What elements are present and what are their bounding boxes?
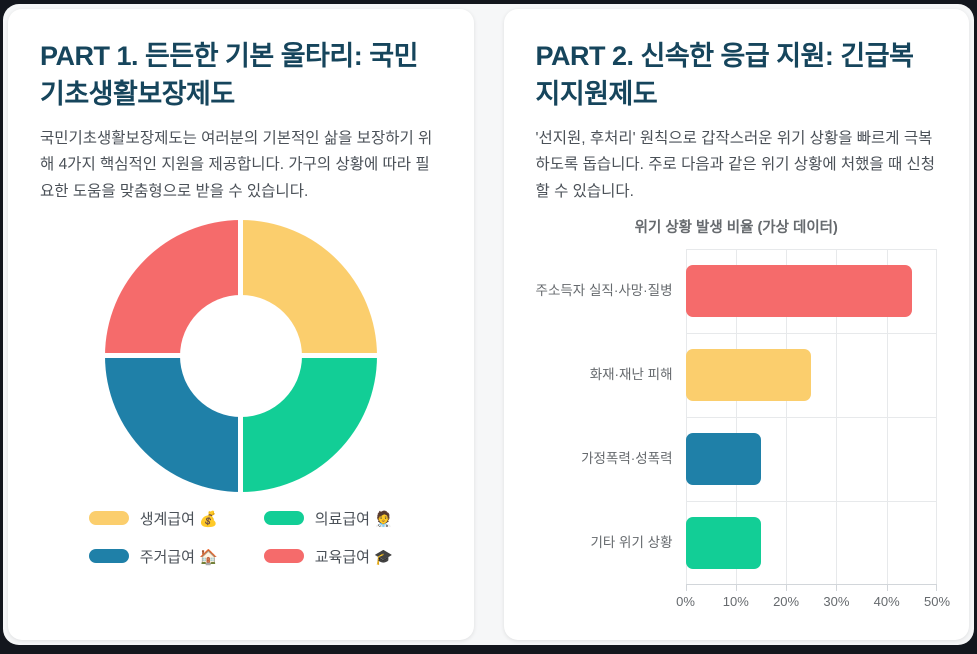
card-part2: PART 2. 신속한 응급 지원: 긴급복지지원제도 '선지원, 후처리' 원… [503,9,969,640]
bar-category-label: 가정폭력·성폭력 [581,450,673,466]
bar-category-label: 주소득자 실직·사망·질병 [535,282,673,298]
legend-label: 주거급여 🏠 [139,548,218,566]
page-background: PART 1. 든든한 기본 울타리: 국민기초생활보장제도 국민기초생활보장제… [3,4,974,645]
bar-x-axis: 0% 10% 20% 30% 40% 50% [676,584,950,617]
x-tick-mark [735,584,737,591]
legend-row-1: 생계급여 💰 의료급여 🧑‍⚕️ [88,508,393,529]
part2-title: PART 2. 신속한 응급 지원: 긴급복지지원제도 [535,41,914,110]
bar-row: 화재·재난 피해 [536,332,937,417]
x-tick-mark [786,584,788,591]
bar-category-label: 화재·재난 피해 [589,366,673,382]
donut-legend: 생계급여 💰 의료급여 🧑‍⚕️ 주거급여 🏠 교육급여 🎓 [40,508,442,567]
legend-item-gyoyuk[interactable]: 교육급여 🎓 [263,546,393,567]
x-tick-mark [936,584,937,591]
legend-row-2: 주거급여 🏠 교육급여 🎓 [88,546,393,567]
bar[interactable] [685,265,912,318]
bar[interactable] [685,516,761,569]
bar-row: 가정폭력·성폭력 [536,416,937,501]
donut-chart[interactable] [104,219,377,492]
x-tick-label: 0% [676,593,695,609]
legend-swatch-blue [88,549,129,564]
legend-label: 의료급여 🧑‍⚕️ [314,510,393,528]
bar-chart-title: 위기 상황 발생 비율 (가상 데이터) [634,219,838,236]
legend-item-jugeo[interactable]: 주거급여 🏠 [88,546,218,567]
bar-track [685,500,937,585]
legend-item-uiryo[interactable]: 의료급여 🧑‍⚕️ [263,508,393,529]
legend-swatch-red [263,549,304,564]
legend-label: 교육급여 🎓 [314,548,393,566]
part1-description: 국민기초생활보장제도는 여러분의 기본적인 삶을 보장하기 위해 4가지 핵심적… [40,129,433,200]
legend-label: 생계급여 💰 [139,510,218,528]
bar-row: 기타 위기 상황 [536,500,937,585]
legend-swatch-yellow [88,511,129,526]
bar-track [685,248,937,333]
x-tick-label: 50% [923,593,951,609]
bar[interactable] [685,349,812,402]
legend-item-saenggye[interactable]: 생계급여 💰 [88,508,218,529]
part2-description: '선지원, 후처리' 원칙으로 갑작스러운 위기 상황을 빠르게 극복하도록 돕… [535,129,936,200]
x-tick-label: 40% [873,593,900,609]
bar-category-label: 기타 위기 상황 [590,534,673,550]
bar[interactable] [685,433,761,486]
x-tick-label: 30% [823,593,850,609]
donut-chart-area [40,219,442,492]
x-tick-mark [836,584,838,591]
x-tick-mark [886,584,888,591]
part1-title: PART 1. 든든한 기본 울타리: 국민기초생활보장제도 [40,41,418,110]
bar-row: 주소득자 실직·사망·질병 [535,248,937,333]
bar-track [685,332,937,417]
x-tick-label: 20% [773,593,800,609]
bar-track [685,416,937,501]
card-part1: PART 1. 든든한 기본 울타리: 국민기초생활보장제도 국민기초생활보장제… [8,9,474,640]
legend-swatch-green [263,511,304,526]
x-tick-label: 10% [722,593,749,609]
donut-hole [179,294,302,417]
x-tick-mark [685,584,687,591]
